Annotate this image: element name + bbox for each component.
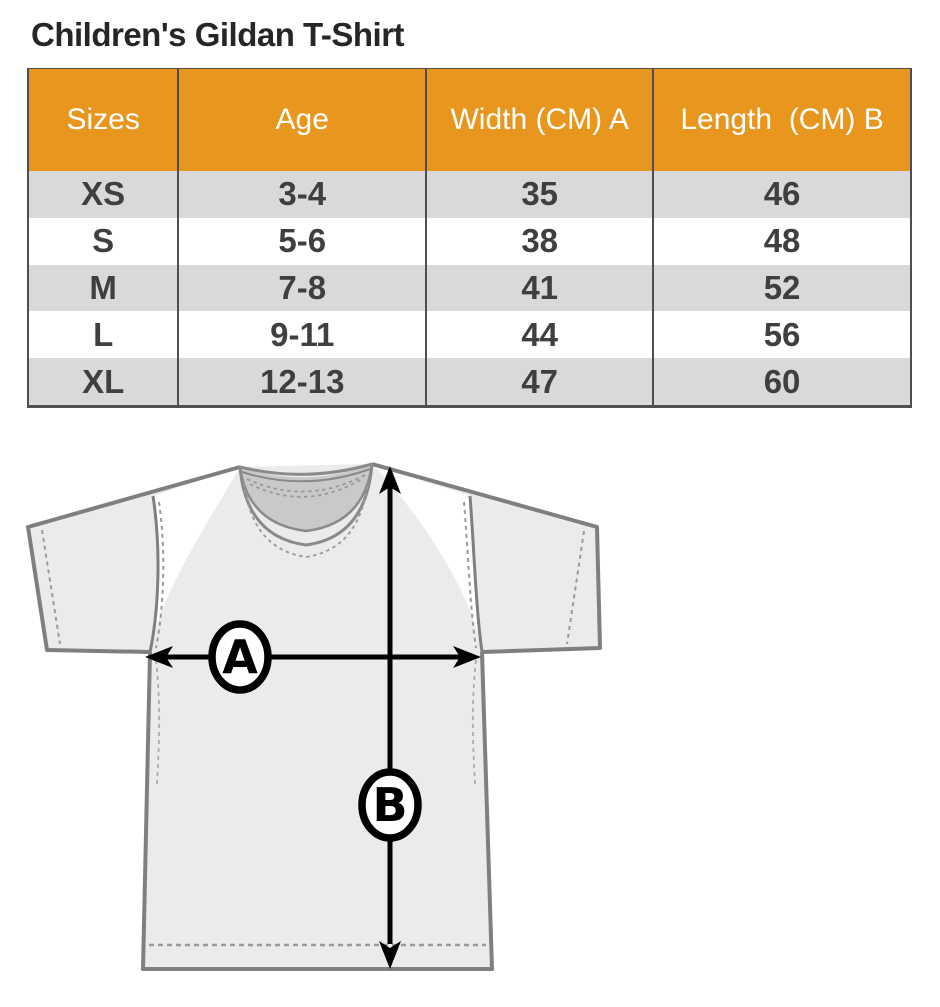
cell-age: 9-11 [179, 311, 428, 359]
cell-length: 60 [763, 362, 801, 400]
left-sleeve-hem-stitch [41, 529, 61, 645]
left-armhole-stitch [155, 501, 165, 649]
cell-size: S [29, 217, 180, 265]
cell-length: 52 [763, 268, 801, 306]
cell-length: 56 [763, 315, 801, 353]
width-label-a: A [222, 630, 258, 684]
right-side-stitch [471, 659, 477, 786]
cell-age: 5-6 [179, 217, 428, 265]
length-arrow [379, 466, 401, 969]
table-header-row: Sizes Age Width (CM) A Length (CM) B [29, 69, 910, 171]
collar-band-top-seam [238, 463, 374, 533]
cell-width: 38 [427, 217, 655, 265]
right-armhole-stitch [463, 501, 477, 649]
cell-width: 44 [427, 311, 655, 359]
width-arrowhead-left [145, 646, 173, 668]
length-marker: B [358, 768, 422, 842]
left-armhole-seam [148, 495, 160, 653]
tshirt-measurement-diagram: A B [26, 462, 602, 971]
collar-back-stitch-1 [246, 474, 366, 493]
collar-back-stitch-2 [249, 478, 363, 498]
length-label-b: B [372, 778, 407, 832]
right-sleeve-outline [371, 462, 602, 654]
cell-size: L [29, 311, 180, 359]
collar-band-back-edge [241, 468, 371, 483]
width-marker: A [208, 620, 272, 694]
table-row-m: M 7-8 41 52 [29, 264, 910, 312]
table-row-xs: XS 3-4 35 46 [29, 171, 910, 218]
right-sleeve [372, 464, 600, 652]
cell-width: 35 [427, 171, 655, 218]
right-armhole-seam [468, 495, 484, 653]
length-arrowhead-bottom [379, 941, 401, 969]
cell-length: 48 [763, 222, 801, 260]
cell-size: XL [29, 358, 180, 405]
cell-width: 47 [427, 358, 655, 405]
width-arrowhead-right [453, 646, 481, 668]
cell-age: 12-13 [179, 358, 428, 405]
collar-front-band [240, 464, 372, 545]
collar-front-stitch [243, 480, 369, 558]
header-cell-width: Width (CM) A [427, 69, 655, 171]
collar-top-edge [239, 462, 373, 476]
table-row-xl: XL 12-13 47 60 [29, 358, 910, 405]
header-cell-length: Length (CM) B [680, 103, 884, 136]
table-row-l: L 9-11 44 56 [29, 311, 910, 359]
shirt-body-outline [141, 651, 494, 971]
right-sleeve-hem-stitch [566, 530, 585, 645]
length-arrowhead-top [379, 466, 401, 494]
header-cell-age: Age [179, 69, 428, 171]
cell-length: 46 [763, 175, 801, 213]
cell-age: 3-4 [179, 171, 428, 218]
page-title: Children's Gildan T-Shirt [31, 16, 405, 53]
cell-size: M [29, 264, 180, 312]
size-table: Sizes Age Width (CM) A Length (CM) B XS … [27, 68, 912, 408]
cell-age: 7-8 [179, 264, 428, 312]
cell-size: XS [29, 171, 180, 218]
header-cell-sizes: Sizes [29, 69, 180, 171]
cell-width: 41 [427, 264, 655, 312]
left-sleeve-outline [26, 465, 241, 654]
shirt-body [143, 464, 492, 969]
table-row-s: S 5-6 38 48 [29, 217, 910, 265]
left-side-stitch [155, 659, 161, 786]
